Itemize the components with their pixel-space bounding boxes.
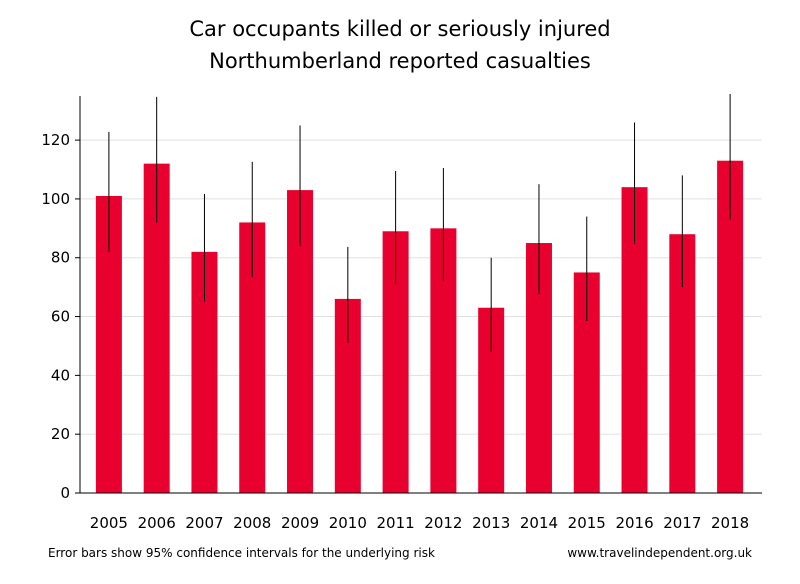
x-tick-label: 2009 [281,514,319,532]
x-tick-label: 2010 [329,514,367,532]
chart-subtitle: Northumberland reported casualties [209,49,591,73]
x-tick-label: 2017 [663,514,701,532]
chart-title: Car occupants killed or seriously injure… [189,17,610,41]
x-tick-label: 2011 [377,514,415,532]
source: www.travelindependent.org.uk [567,546,752,560]
x-tick-label: 2013 [472,514,510,532]
y-tick-label: 40 [51,366,70,384]
y-tick-label: 60 [51,308,70,326]
y-tick-label: 0 [60,484,70,502]
x-tick-label: 2015 [568,514,606,532]
x-tick-label: 2008 [233,514,271,532]
y-tick-label: 100 [41,190,70,208]
x-tick-label: 2005 [90,514,128,532]
x-tick-label: 2007 [185,514,223,532]
x-tick-label: 2012 [424,514,462,532]
x-tick-label: 2014 [520,514,558,532]
x-tick-label: 2018 [711,514,749,532]
y-tick-label: 120 [41,131,70,149]
y-tick-label: 80 [51,249,70,267]
y-tick-label: 20 [51,425,70,443]
footnote: Error bars show 95% confidence intervals… [48,546,435,560]
x-tick-label: 2006 [138,514,176,532]
x-tick-label: 2016 [615,514,653,532]
